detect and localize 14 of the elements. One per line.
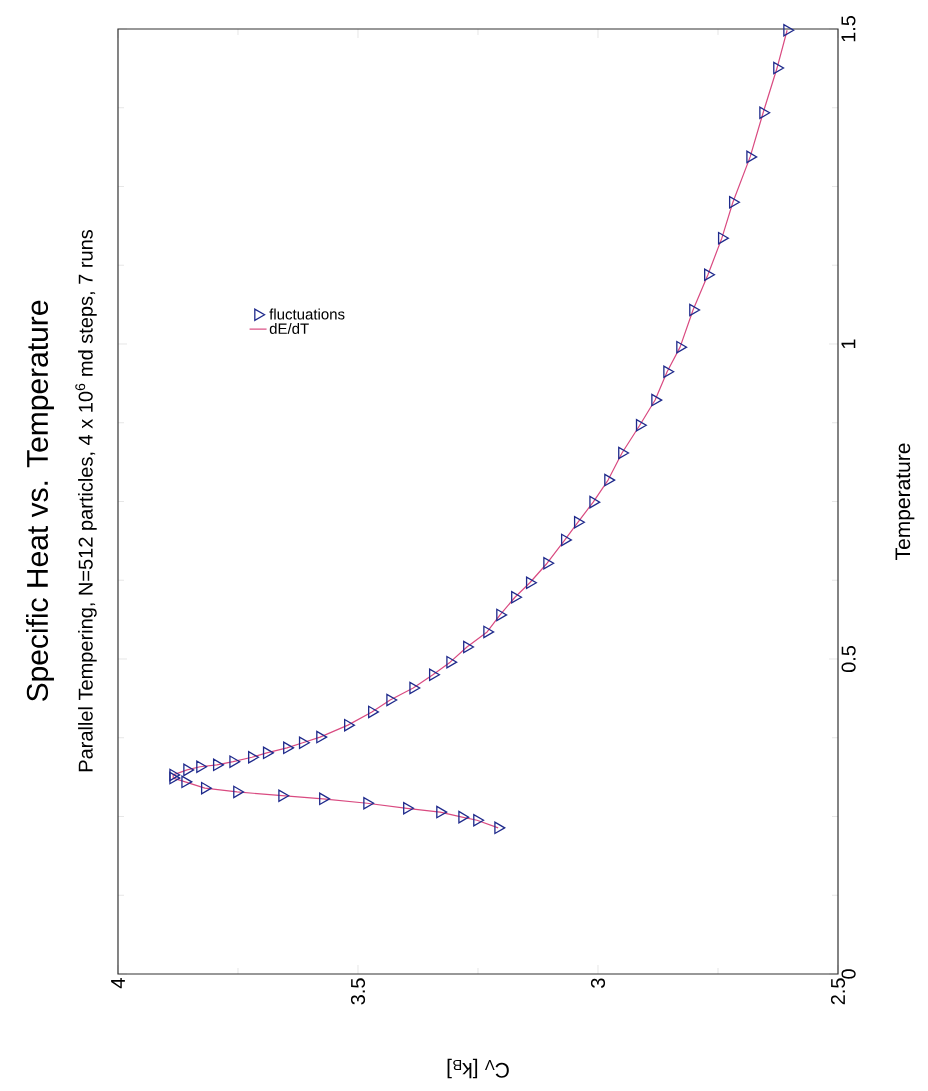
x-tick-label: 3 <box>590 978 606 988</box>
y-axis-title: Temperature <box>895 443 915 560</box>
x-tick-label: 3.5 <box>350 978 366 1005</box>
x-tick-label: 4 <box>111 978 125 989</box>
y-tick-label: 0 <box>841 969 856 979</box>
x-tick-label: 2.5 <box>830 978 846 1005</box>
legend-label: fluctuations <box>269 308 345 320</box>
text: Parallel Tempering, N=512 particles, 4 x 10$^{6}$ md steps, 7 runs <box>75 229 97 772</box>
x-axis-title: C$_{V}$ [k$_{B}$] <box>447 1058 509 1079</box>
legend-label: dE/dT <box>269 322 309 334</box>
y-tick-label: 1 <box>841 339 856 349</box>
text: Specific Heat vs. Temperature <box>26 300 54 702</box>
y-tick-label: 0.5 <box>841 645 856 673</box>
y-tick-label: 1.5 <box>841 15 856 42</box>
